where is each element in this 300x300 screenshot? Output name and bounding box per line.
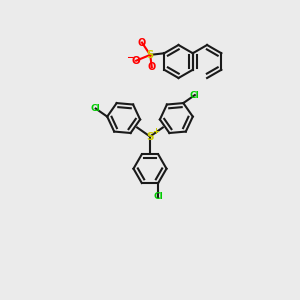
Text: O: O <box>132 56 140 66</box>
Text: +: + <box>152 127 159 136</box>
Text: O: O <box>148 62 156 72</box>
Text: Cl: Cl <box>91 104 100 113</box>
Text: S: S <box>147 50 154 60</box>
Text: Cl: Cl <box>153 193 163 202</box>
Text: S: S <box>146 131 154 142</box>
Text: O: O <box>138 38 146 47</box>
Text: Cl: Cl <box>190 91 200 100</box>
Text: −: − <box>126 52 133 62</box>
